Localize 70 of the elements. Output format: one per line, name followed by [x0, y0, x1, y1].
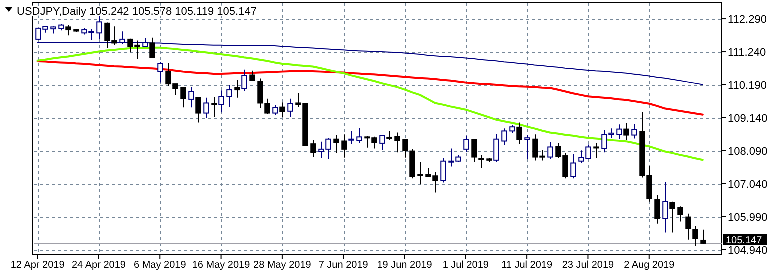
candlestick — [502, 128, 508, 146]
candlestick — [204, 97, 210, 119]
candlestick — [96, 14, 102, 40]
candlestick — [700, 229, 706, 245]
y-tick-label: 107.040 — [728, 178, 768, 191]
candlestick — [310, 140, 316, 158]
candlestick — [394, 132, 400, 154]
x-tick-label: 6 May 2019 — [134, 260, 187, 271]
x-tick-label: 19 Jun 2019 — [377, 260, 433, 271]
y-tick-label: 108.090 — [728, 146, 768, 158]
candlestick — [632, 123, 638, 140]
y-tick-label: 111.240 — [728, 46, 766, 59]
x-tick-label: 23 Jul 2019 — [562, 260, 615, 271]
candlestick — [264, 98, 270, 115]
candlestick — [516, 122, 522, 145]
candlestick — [678, 206, 684, 222]
candlestick — [196, 96, 202, 124]
candlestick — [212, 96, 218, 118]
candlestick — [280, 102, 286, 118]
x-tick-label: 28 May 2019 — [254, 260, 312, 271]
candlestick — [334, 134, 340, 154]
candlestick — [218, 90, 224, 114]
candlestick — [494, 134, 500, 162]
x-tick-label: 11 Jul 2019 — [502, 260, 553, 271]
candlestick — [670, 201, 676, 234]
y-tick-label: 110.190 — [728, 80, 767, 92]
candlestick — [472, 138, 478, 162]
x-tick-label: 2 Aug 2019 — [624, 260, 676, 271]
candlestick — [654, 194, 660, 224]
candlestick — [348, 130, 354, 145]
candlestick — [250, 70, 256, 82]
candlestick — [594, 142, 600, 160]
candlestick — [342, 134, 348, 158]
candlestick — [662, 182, 668, 234]
y-tick-label: 104.940 — [728, 244, 768, 257]
candlestick — [464, 135, 470, 152]
y-tick-label: 105.990 — [728, 212, 768, 224]
candlestick — [150, 37, 156, 58]
candlestick — [242, 69, 248, 92]
candlestick — [180, 87, 186, 108]
line-series — [36, 60, 704, 116]
candlestick — [356, 128, 362, 144]
candlestick — [234, 79, 240, 98]
candlestick — [402, 138, 408, 158]
candlestick — [616, 124, 622, 140]
candlestick — [418, 161, 424, 186]
x-tick-label: 7 Jun 2019 — [318, 260, 369, 271]
candlestick — [440, 158, 446, 184]
candlestick — [288, 98, 294, 118]
candlestick — [548, 142, 554, 160]
candlestick — [272, 104, 278, 116]
x-tick-label: 1 Jul 2019 — [442, 260, 490, 271]
candlestick — [226, 84, 232, 108]
candlestick — [158, 62, 164, 84]
y-tick-label: 109.140 — [728, 112, 768, 125]
candlestick — [66, 24, 72, 36]
candlestick — [686, 213, 692, 240]
candlestick — [524, 134, 530, 160]
x-tick-label: 16 May 2019 — [192, 260, 251, 271]
candlestick — [624, 122, 630, 140]
candlestick — [258, 78, 264, 109]
x-tick-label: 24 Apr 2019 — [72, 260, 126, 271]
y-tick-label: 112.290 — [728, 14, 767, 26]
candlestick — [188, 86, 194, 108]
candlestick — [380, 134, 386, 151]
candlestick — [692, 226, 698, 248]
ref-line-label: 105.147 — [726, 235, 763, 246]
candlestick — [570, 154, 576, 180]
x-tick-label: 12 Apr 2019 — [10, 260, 66, 271]
candlestick — [478, 154, 484, 168]
